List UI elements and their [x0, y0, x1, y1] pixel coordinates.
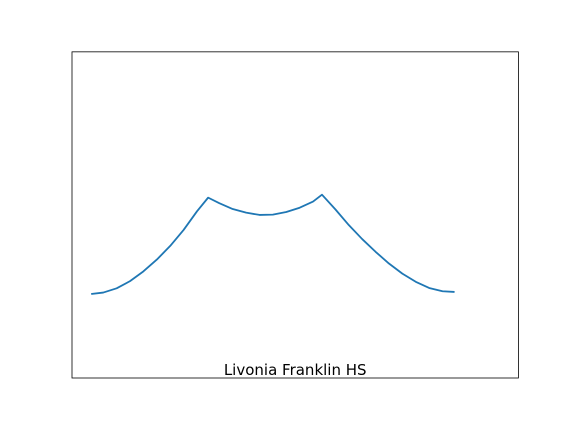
series-line-0: [91, 193, 455, 295]
plot-frame: [71, 51, 519, 379]
series-layer: [91, 193, 455, 295]
chart-annotation: Livonia Franklin HS: [224, 361, 367, 379]
